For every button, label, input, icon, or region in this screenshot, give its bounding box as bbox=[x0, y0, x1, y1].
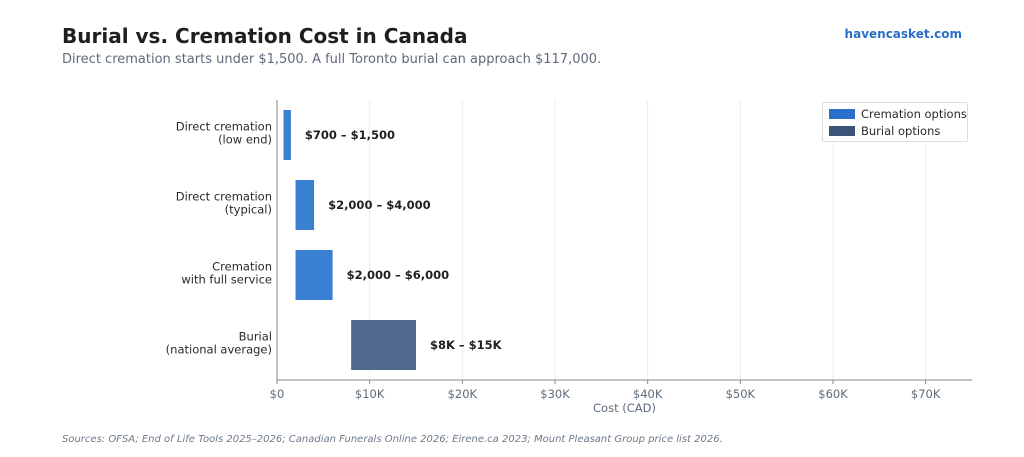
x-tick-label: $30K bbox=[540, 387, 570, 401]
y-category-label: (low end) bbox=[218, 133, 272, 147]
brand-link[interactable]: havencasket.com bbox=[844, 27, 962, 41]
y-category-label: (national average) bbox=[166, 343, 272, 357]
y-category-label: Direct cremation bbox=[176, 190, 272, 204]
legend-swatch-burial bbox=[829, 126, 855, 136]
chart-legend: Cremation options Burial options bbox=[822, 102, 968, 142]
bar-data-label: $700 – $1,500 bbox=[305, 128, 395, 142]
sources-note: Sources: OFSA; End of Life Tools 2025–20… bbox=[62, 434, 723, 445]
y-category-label: Cremation bbox=[212, 260, 272, 274]
legend-item-cremation: Cremation options bbox=[829, 106, 967, 122]
x-tick-label: $70K bbox=[911, 387, 941, 401]
legend-label-burial: Burial options bbox=[861, 124, 941, 138]
bar-cremation bbox=[283, 110, 291, 160]
legend-item-burial: Burial options bbox=[829, 123, 940, 139]
x-tick-label: $10K bbox=[355, 387, 385, 401]
x-tick-label: $40K bbox=[633, 387, 663, 401]
chart-subtitle: Direct cremation starts under $1,500. A … bbox=[62, 52, 602, 67]
x-tick-label: $20K bbox=[448, 387, 478, 401]
legend-swatch-cremation bbox=[829, 109, 855, 119]
x-axis-label: Cost (CAD) bbox=[593, 401, 656, 415]
bar-data-label: $2,000 – $6,000 bbox=[347, 268, 450, 282]
y-category-label: Direct cremation bbox=[176, 120, 272, 134]
x-tick-label: $0 bbox=[270, 387, 285, 401]
bar-data-label: $2,000 – $4,000 bbox=[328, 198, 431, 212]
x-tick-label: $60K bbox=[818, 387, 848, 401]
bar-data-label: $8K – $15K bbox=[430, 338, 503, 352]
bar-cremation bbox=[295, 180, 315, 230]
bar-burial bbox=[351, 320, 416, 370]
x-tick-label: $50K bbox=[726, 387, 756, 401]
chart-title: Burial vs. Cremation Cost in Canada bbox=[62, 24, 468, 48]
y-category-label: (typical) bbox=[225, 203, 272, 217]
bar-cremation bbox=[295, 250, 333, 300]
y-category-label: Burial bbox=[239, 330, 272, 344]
y-category-label: with full service bbox=[181, 273, 272, 287]
legend-label-cremation: Cremation options bbox=[861, 107, 967, 121]
